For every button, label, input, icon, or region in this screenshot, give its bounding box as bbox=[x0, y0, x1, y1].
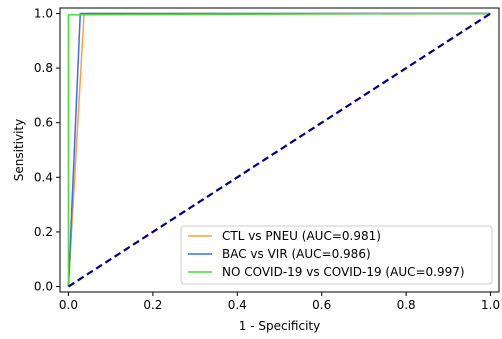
y-tick-label: 0.6 bbox=[34, 116, 53, 130]
x-tick-label: 0.0 bbox=[59, 298, 78, 312]
y-tick-label: 0.8 bbox=[34, 61, 53, 75]
x-axis-label: 1 - Specificity bbox=[239, 319, 320, 333]
reference-layer bbox=[67, 12, 492, 288]
x-tick-label: 1.0 bbox=[481, 298, 500, 312]
legend-label-2: NO COVID-19 vs COVID-19 (AUC=0.997) bbox=[222, 265, 465, 279]
x-ticks: 0.0 0.2 0.4 0.6 0.8 1.0 bbox=[59, 292, 500, 312]
x-tick-label: 0.8 bbox=[397, 298, 416, 312]
y-tick-label: 1.0 bbox=[34, 6, 53, 20]
legend-label-0: CTL vs PNEU (AUC=0.981) bbox=[222, 229, 381, 243]
series-layer bbox=[67, 12, 491, 287]
x-tick-label: 0.6 bbox=[312, 298, 331, 312]
y-tick-label: 0.0 bbox=[34, 280, 53, 294]
x-tick-label: 0.4 bbox=[228, 298, 247, 312]
legend-box bbox=[180, 225, 493, 285]
series-line-2 bbox=[67, 12, 491, 287]
legend-label-1: BAC vs VIR (AUC=0.986) bbox=[222, 247, 371, 261]
y-ticks: 0.0 0.2 0.4 0.6 0.8 1.0 bbox=[34, 6, 60, 294]
legend: CTL vs PNEU (AUC=0.981) BAC vs VIR (AUC=0… bbox=[180, 225, 493, 285]
y-tick-label: 0.4 bbox=[34, 170, 53, 184]
plot-frame bbox=[59, 7, 500, 293]
y-axis-label: Sensitivity bbox=[12, 119, 26, 181]
legend-items: CTL vs PNEU (AUC=0.981) BAC vs VIR (AUC=0… bbox=[188, 229, 465, 279]
y-tick-label: 0.2 bbox=[34, 225, 53, 239]
x-tick-label: 0.2 bbox=[143, 298, 162, 312]
reference-diagonal-line bbox=[67, 12, 492, 288]
